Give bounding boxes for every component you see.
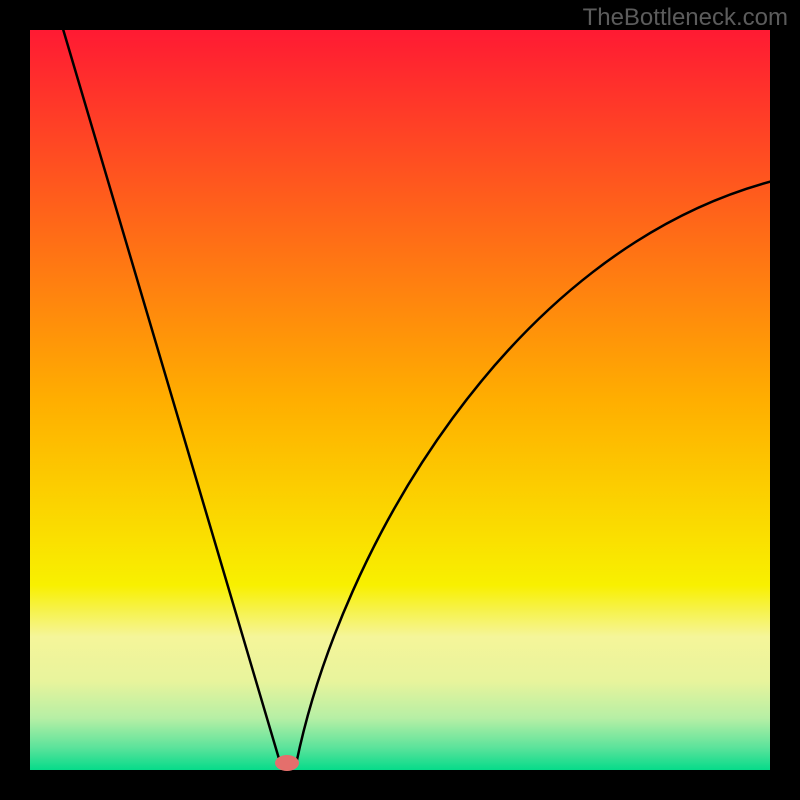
plot-svg bbox=[30, 30, 770, 770]
watermark-text: TheBottleneck.com bbox=[583, 4, 788, 32]
gradient-background bbox=[30, 30, 770, 770]
vertex-marker-svg bbox=[273, 753, 301, 773]
vertex-marker bbox=[273, 753, 301, 773]
vertex-marker-ellipse bbox=[275, 755, 299, 771]
plot-area bbox=[30, 30, 770, 770]
figure-root: TheBottleneck.com bbox=[0, 0, 800, 800]
